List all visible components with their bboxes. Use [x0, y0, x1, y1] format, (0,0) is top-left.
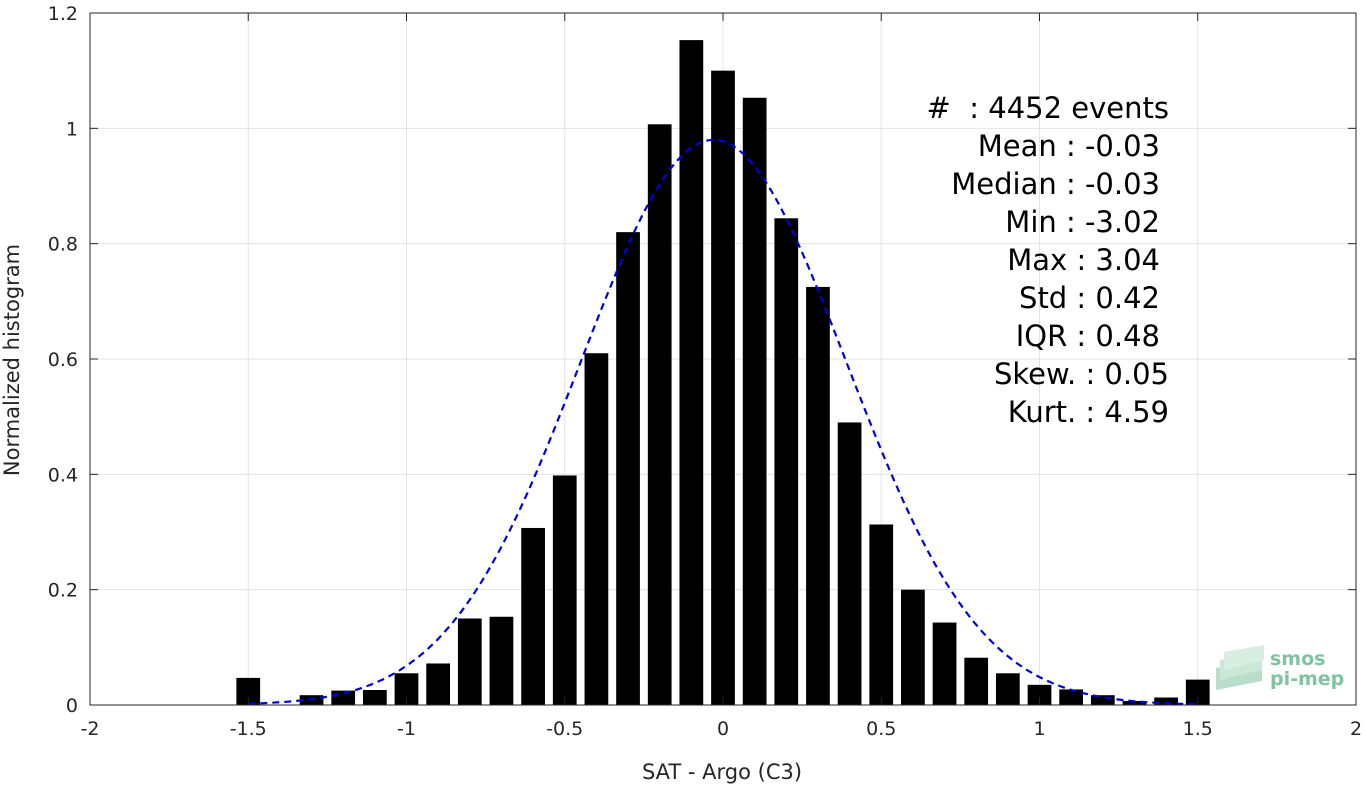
x-tick-label: -0.5	[546, 718, 583, 740]
normal-fit-curve	[248, 138, 1198, 706]
stat-line: IQR : 0.48	[1016, 319, 1160, 353]
histogram-bar	[995, 673, 1020, 705]
x-tick-label: 0	[717, 718, 729, 740]
histogram-bar	[584, 353, 609, 705]
x-tick-label: 1.5	[1183, 718, 1213, 740]
histogram-bar	[679, 40, 704, 705]
layered-map-icon	[1216, 645, 1264, 690]
histogram-bars	[236, 40, 1210, 705]
stat-line: Min : -3.02	[1005, 205, 1160, 239]
histogram-bar	[457, 618, 482, 705]
stat-line: Std : 0.42	[1019, 281, 1160, 315]
histogram-bar	[1122, 700, 1147, 705]
x-tick-label: -1	[397, 718, 416, 740]
logo-line-1: smos	[1270, 648, 1325, 670]
axes	[89, 12, 1357, 706]
stat-line: Kurt. : 4.59	[1008, 395, 1169, 429]
y-tick-label: 0.4	[48, 464, 78, 486]
histogram-bar	[236, 677, 261, 705]
x-tick-label: 2	[1350, 718, 1362, 740]
x-axis-title: SAT - Argo (C3)	[642, 760, 802, 784]
histogram-bar	[331, 690, 356, 705]
histogram-bar	[1154, 697, 1178, 705]
histogram-bar	[521, 527, 545, 705]
histogram-bar	[552, 475, 577, 705]
histogram-bar	[742, 97, 767, 705]
histogram-bar	[1185, 679, 1210, 705]
x-tick-label: -1.5	[230, 718, 267, 740]
y-tick-label: 0.6	[48, 349, 78, 371]
stat-line: Max : 3.04	[1007, 243, 1160, 277]
y-tick-labels: 0 0.2 0.4 0.6 0.8 1 1.2	[48, 3, 78, 717]
x-tick-label: -2	[81, 718, 100, 740]
histogram-bar	[489, 616, 514, 705]
histogram-bar	[1090, 695, 1115, 705]
y-axis-title: Normalized histogram	[0, 244, 24, 476]
y-tick-label: 0.2	[48, 580, 78, 602]
histogram-bar	[774, 218, 799, 705]
histogram-bar	[362, 690, 387, 705]
smos-pimep-logo: smos pi-mep	[1216, 645, 1344, 690]
y-tick-label: 0	[66, 695, 78, 717]
stat-line: Skew. : 0.05	[994, 357, 1169, 391]
histogram-bar	[426, 663, 451, 705]
normal-fit-line	[248, 138, 1198, 706]
histogram-bar	[837, 422, 862, 705]
axes-box	[89, 12, 1357, 706]
y-tick-label: 1	[66, 118, 78, 140]
stat-line: # : 4452 events	[927, 91, 1169, 125]
histogram-bar	[964, 657, 989, 705]
histogram-bar	[616, 232, 640, 705]
histogram-bar	[869, 524, 894, 705]
y-tick-label: 0.8	[48, 234, 78, 256]
histogram-bar	[806, 286, 830, 705]
logo-line-2: pi-mep	[1270, 668, 1344, 690]
histogram-bar	[932, 622, 957, 705]
histogram-bar	[394, 673, 419, 705]
x-tick-labels: -2 -1.5 -1 -0.5 0 0.5 1 1.5 2	[81, 718, 1363, 740]
histogram-bar	[1059, 689, 1084, 705]
x-tick-label: 1	[1033, 718, 1045, 740]
histogram-bar	[1027, 684, 1052, 705]
statistics-annotation: # : 4452 events Mean : -0.03 Median : -0.0…	[927, 91, 1169, 429]
histogram-bar	[647, 124, 672, 705]
stat-line: Mean : -0.03	[978, 129, 1160, 163]
histogram-bar	[901, 589, 925, 705]
y-tick-label: 1.2	[48, 3, 78, 25]
histogram-bar	[711, 70, 735, 705]
stat-line: Median : -0.03	[951, 167, 1160, 201]
x-tick-label: 0.5	[866, 718, 896, 740]
